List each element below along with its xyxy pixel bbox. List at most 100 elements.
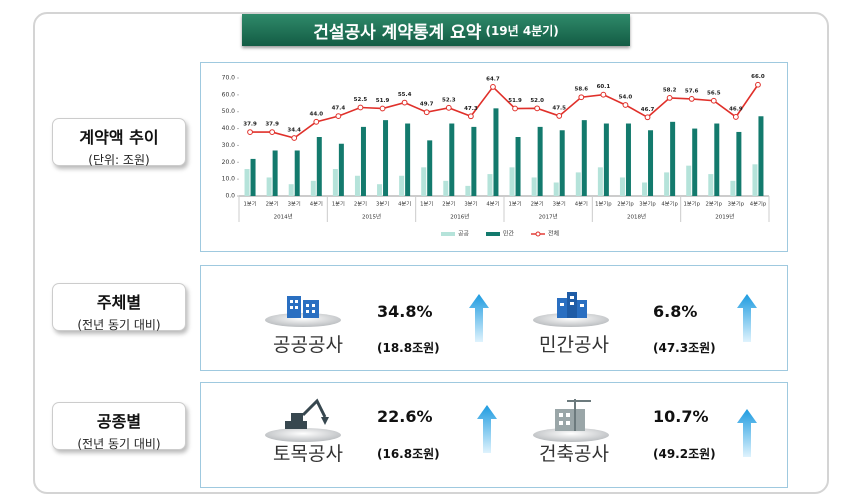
data-label: 37.9 — [243, 122, 257, 128]
x-tick-label: 4분기p — [661, 200, 678, 208]
chart: 0.0 10.0 20.0 30.0 40.0 50.0 60.0 70.0 2014년 2015… — [222, 74, 770, 238]
item-change: 22.6% — [377, 407, 433, 426]
bar — [736, 131, 742, 196]
item-amount: (16.8조원) — [377, 447, 440, 461]
section-label: 공종별 (전년 동기 대비) — [52, 402, 186, 451]
label-title: 공종별 — [96, 412, 142, 431]
x-tick-label: 3분기 — [553, 200, 566, 208]
bar — [427, 140, 433, 196]
line-point — [755, 81, 761, 88]
data-label: 60.1 — [597, 84, 611, 90]
bar — [360, 126, 366, 196]
x-tick-label: 1분기 — [243, 200, 256, 208]
chart-panel: 0.0 10.0 20.0 30.0 40.0 50.0 60.0 70.0 2014년 2015… — [200, 62, 788, 252]
x-tick-label: 3분기 — [464, 200, 477, 208]
x-tick-label: 4분기 — [575, 200, 588, 208]
bar — [625, 123, 631, 196]
label-title: 계약액 추이 — [79, 128, 159, 147]
x-tick-label: 2분기p — [706, 200, 723, 208]
line-point — [357, 104, 364, 111]
line-point — [445, 104, 452, 111]
bar — [714, 123, 720, 196]
bar — [648, 130, 654, 196]
data-label: 46.9 — [729, 106, 743, 112]
frame — [33, 12, 829, 494]
y-tick-label: 10.0 — [222, 176, 236, 183]
label-sub: (전년 동기 대비) — [77, 437, 161, 451]
group-label: 2019년 — [715, 213, 734, 221]
bar — [642, 182, 648, 196]
legend-swatch — [486, 232, 500, 236]
bar — [338, 143, 344, 196]
legend-swatch — [441, 232, 455, 236]
item-change: 10.7% — [653, 407, 709, 426]
group-label: 2017년 — [539, 213, 558, 221]
bar — [250, 158, 256, 196]
line-point — [710, 97, 717, 104]
item-name: 건축공사 — [539, 443, 609, 465]
bar — [383, 120, 389, 196]
bar — [266, 177, 272, 196]
bar — [449, 123, 455, 196]
item-name: 공공공사 — [273, 334, 343, 356]
bar — [272, 150, 278, 196]
card-panel: 공공공사 34.8% (18.8조원) 민간공사 6.8% (47.3조원) — [200, 265, 788, 371]
data-label: 57.6 — [685, 88, 699, 94]
x-tick-label: 4분기 — [398, 200, 411, 208]
data-label: 54.0 — [619, 94, 633, 100]
line-point — [512, 105, 518, 112]
up-arrow — [469, 294, 489, 342]
bar — [603, 123, 609, 196]
item-change: 6.8% — [653, 302, 698, 321]
item-amount: (49.2조원) — [653, 447, 716, 461]
icon-public — [265, 296, 341, 327]
y-tick-label: 40.0 — [222, 125, 236, 132]
bar — [405, 123, 411, 196]
line-point — [490, 84, 496, 90]
data-label: 51.9 — [508, 98, 522, 104]
line-point — [423, 109, 430, 116]
data-label: 66.0 — [751, 74, 765, 80]
item-amount: (47.3조원) — [653, 341, 716, 355]
data-label: 49.7 — [420, 102, 434, 108]
x-tick-label: 1분기p — [595, 200, 612, 208]
x-tick-label: 1분기 — [420, 200, 433, 208]
section-label: 주체별 (전년 동기 대비) — [52, 283, 186, 332]
bar — [752, 164, 758, 196]
bar — [443, 180, 449, 196]
bar — [537, 126, 543, 196]
bar — [310, 180, 316, 196]
bar — [294, 150, 300, 196]
item-name: 토목공사 — [273, 443, 343, 465]
x-tick-label: 4분기 — [486, 200, 499, 208]
up-arrow — [737, 294, 757, 342]
line-point — [732, 114, 739, 120]
line-point — [335, 113, 342, 119]
bar — [597, 167, 603, 196]
data-label: 37.9 — [265, 122, 279, 128]
data-label: 51.9 — [376, 98, 390, 104]
bar — [493, 108, 499, 196]
line-point — [578, 94, 585, 101]
icon-civil — [265, 398, 341, 442]
bar — [487, 174, 493, 196]
data-label: 47.5 — [552, 105, 566, 111]
line-point — [291, 135, 298, 141]
data-label: 64.7 — [486, 76, 500, 82]
line-point — [644, 114, 651, 121]
icon-building — [533, 399, 609, 442]
bar — [664, 172, 670, 196]
bar — [332, 169, 338, 196]
data-label: 52.3 — [442, 97, 456, 103]
bar — [465, 185, 471, 196]
line-point — [269, 129, 276, 136]
icon-private — [533, 292, 609, 327]
label-sub: (전년 동기 대비) — [77, 318, 161, 332]
x-tick-label: 4분기 — [310, 200, 323, 208]
x-tick-label: 1분기 — [332, 200, 345, 208]
data-label: 52.0 — [530, 98, 544, 104]
x-tick-label: 1분기p — [683, 200, 700, 208]
x-tick-label: 4분기p — [750, 200, 767, 208]
bar — [354, 175, 360, 196]
